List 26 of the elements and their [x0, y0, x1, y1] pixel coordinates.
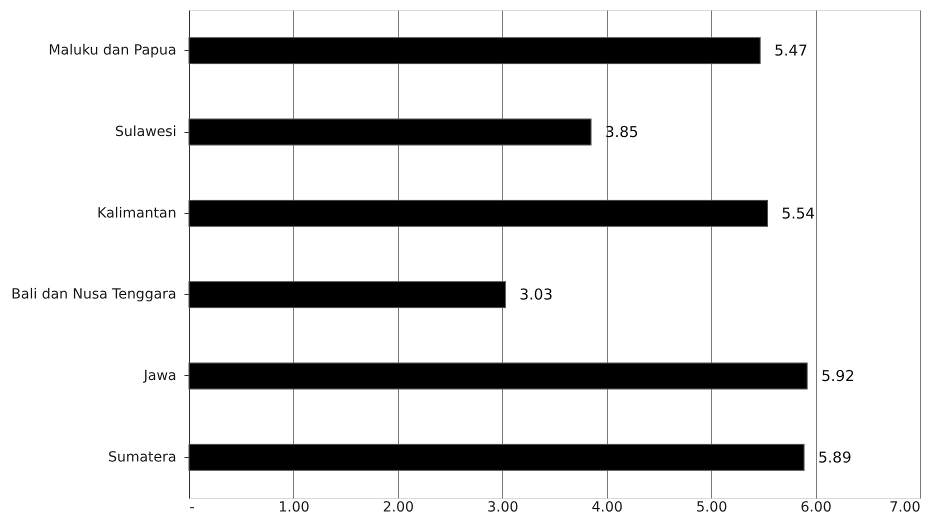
y-tick-label: Bali dan Nusa Tenggara — [11, 286, 176, 303]
bar — [188, 362, 808, 390]
x-tick-label: 4.00 — [592, 500, 623, 516]
bar — [188, 200, 768, 227]
x-tick-label: 5.00 — [696, 500, 728, 516]
bar — [188, 444, 805, 471]
y-tick-label: Sumatera — [108, 449, 176, 466]
x-tick-label: 3.00 — [487, 500, 518, 516]
data-label: 5.89 — [818, 448, 852, 466]
y-tick-label: Jawa — [142, 368, 176, 384]
data-label: 5.92 — [821, 367, 855, 385]
data-label: 3.85 — [605, 123, 638, 141]
x-tick-label: 6.00 — [800, 500, 832, 516]
data-label: 3.03 — [519, 286, 553, 304]
bar — [188, 118, 592, 146]
bar — [188, 37, 761, 64]
x-tick-label: 7.00 — [889, 500, 920, 516]
x-tick-label: 2.00 — [382, 500, 414, 516]
x-tick-label: - — [190, 500, 195, 516]
x-tick-label: 1.00 — [278, 500, 310, 516]
y-tick-label: Kalimantan — [97, 205, 176, 222]
bar — [188, 281, 506, 308]
data-label: 5.54 — [782, 204, 815, 222]
y-tick-label: Maluku dan Papua — [48, 42, 176, 59]
data-label: 5.47 — [774, 42, 808, 60]
y-tick-label: Sulawesi — [115, 124, 176, 140]
